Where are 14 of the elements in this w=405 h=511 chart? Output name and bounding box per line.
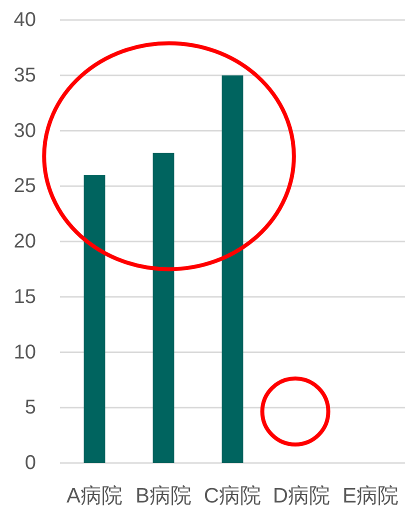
- y-tick-label: 0: [24, 452, 36, 474]
- y-tick-label: 15: [14, 286, 36, 308]
- y-tick-label: 30: [14, 120, 36, 142]
- y-tick-label: 35: [14, 64, 36, 86]
- x-tick-label: E病院: [342, 484, 399, 508]
- x-tick-label: D病院: [272, 484, 330, 508]
- x-tick-label: C病院: [204, 484, 262, 508]
- x-tick-label: B病院: [135, 484, 192, 508]
- x-tick-label: A病院: [66, 484, 123, 508]
- y-tick-label: 5: [24, 396, 36, 419]
- y-tick-label: 20: [14, 230, 36, 252]
- y-tick-label: 10: [14, 341, 36, 364]
- y-tick-label: 25: [14, 175, 36, 198]
- y-tick-label: 40: [14, 9, 36, 31]
